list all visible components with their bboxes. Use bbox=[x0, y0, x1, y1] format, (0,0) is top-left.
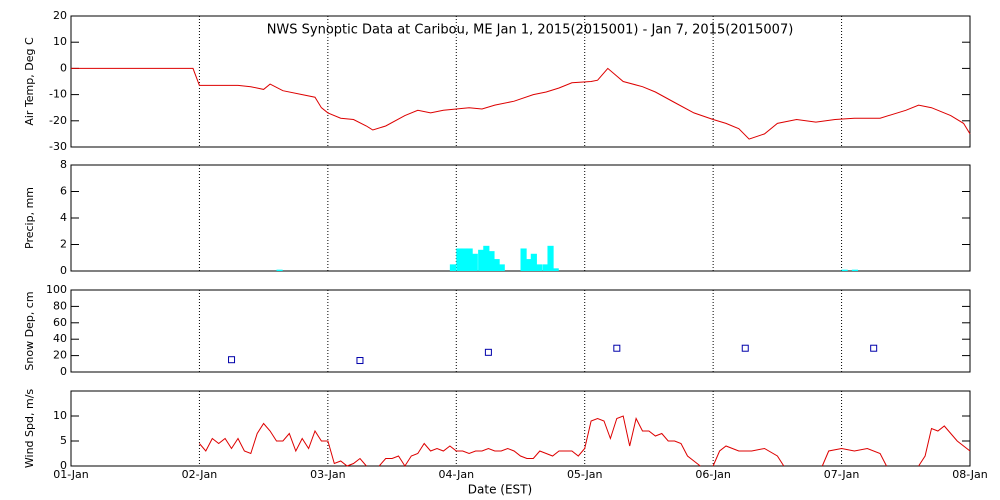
precip-bar bbox=[471, 253, 478, 271]
x-tick-label: 07-Jan bbox=[824, 468, 860, 481]
y-axis-label: Air Temp, Deg C bbox=[23, 37, 36, 126]
y-tick-label: 0 bbox=[60, 365, 67, 378]
data-line bbox=[918, 425, 971, 467]
y-tick-label: 8 bbox=[60, 158, 67, 171]
y-tick-label: 6 bbox=[60, 185, 67, 198]
data-line bbox=[712, 445, 785, 467]
snow-point bbox=[484, 348, 492, 356]
y-axis-label: Precip, mm bbox=[23, 187, 36, 249]
snow-point bbox=[228, 356, 236, 364]
snow-point bbox=[356, 357, 364, 365]
precip-bar bbox=[520, 248, 527, 271]
y-tick-label: 0 bbox=[60, 459, 67, 472]
precip-bar bbox=[461, 248, 468, 271]
precip-bar bbox=[488, 251, 495, 271]
plot-frame bbox=[70, 289, 971, 373]
y-tick-label: -30 bbox=[49, 140, 67, 153]
precip-bar bbox=[851, 269, 858, 271]
y-tick-label: 10 bbox=[53, 409, 67, 422]
plot-frame bbox=[70, 15, 971, 148]
precip-bar bbox=[478, 249, 485, 271]
y-tick-label: 0 bbox=[60, 264, 67, 277]
x-tick-label: 06-Jan bbox=[695, 468, 731, 481]
y-tick-label: 10 bbox=[53, 35, 67, 48]
data-line bbox=[821, 447, 887, 467]
x-tick-label: 01-Jan bbox=[53, 468, 89, 481]
x-tick-label: 04-Jan bbox=[439, 468, 475, 481]
x-tick-label: 08-Jan bbox=[952, 468, 988, 481]
precip-bar bbox=[456, 248, 463, 271]
y-tick-label: 4 bbox=[60, 211, 67, 224]
precip-bar bbox=[530, 253, 537, 271]
precip-bar bbox=[276, 269, 283, 271]
y-tick-label: 80 bbox=[53, 299, 67, 312]
data-line bbox=[378, 415, 701, 467]
precip-bar bbox=[493, 259, 500, 271]
data-line bbox=[71, 67, 971, 140]
y-tick-label: 60 bbox=[53, 316, 67, 329]
y-tick-label: 2 bbox=[60, 238, 67, 251]
y-tick-label: 5 bbox=[60, 434, 67, 447]
precip-bar bbox=[498, 264, 505, 271]
x-axis-label: Date (EST) bbox=[468, 483, 532, 497]
data-line bbox=[199, 422, 367, 467]
y-tick-label: 40 bbox=[53, 332, 67, 345]
x-tick-label: 02-Jan bbox=[182, 468, 218, 481]
y-axis-label: Wind Spd, m/s bbox=[23, 389, 36, 469]
snow-point bbox=[741, 344, 749, 352]
chart-title: NWS Synoptic Data at Caribou, ME Jan 1, … bbox=[267, 23, 794, 38]
y-tick-label: 100 bbox=[46, 283, 67, 296]
precip-bar bbox=[542, 264, 549, 271]
x-tick-label: 05-Jan bbox=[567, 468, 603, 481]
precip-bar bbox=[547, 245, 554, 271]
precip-bar bbox=[535, 264, 543, 271]
y-tick-label: 20 bbox=[53, 9, 67, 22]
precip-bar bbox=[525, 259, 532, 271]
snow-point bbox=[613, 344, 621, 352]
y-tick-label: 20 bbox=[53, 349, 67, 362]
precip-bar bbox=[483, 245, 490, 271]
precip-bar bbox=[841, 269, 848, 271]
y-tick-label: -10 bbox=[49, 88, 67, 101]
y-tick-label: -20 bbox=[49, 114, 67, 127]
x-tick-label: 03-Jan bbox=[310, 468, 346, 481]
precip-bar bbox=[552, 268, 559, 271]
plot-frame bbox=[70, 390, 971, 467]
precip-bar bbox=[449, 264, 457, 271]
precip-bar bbox=[466, 248, 473, 271]
snow-point bbox=[870, 344, 878, 352]
y-tick-label: 0 bbox=[60, 61, 67, 74]
y-axis-label: Snow Dep, cm bbox=[23, 291, 36, 370]
